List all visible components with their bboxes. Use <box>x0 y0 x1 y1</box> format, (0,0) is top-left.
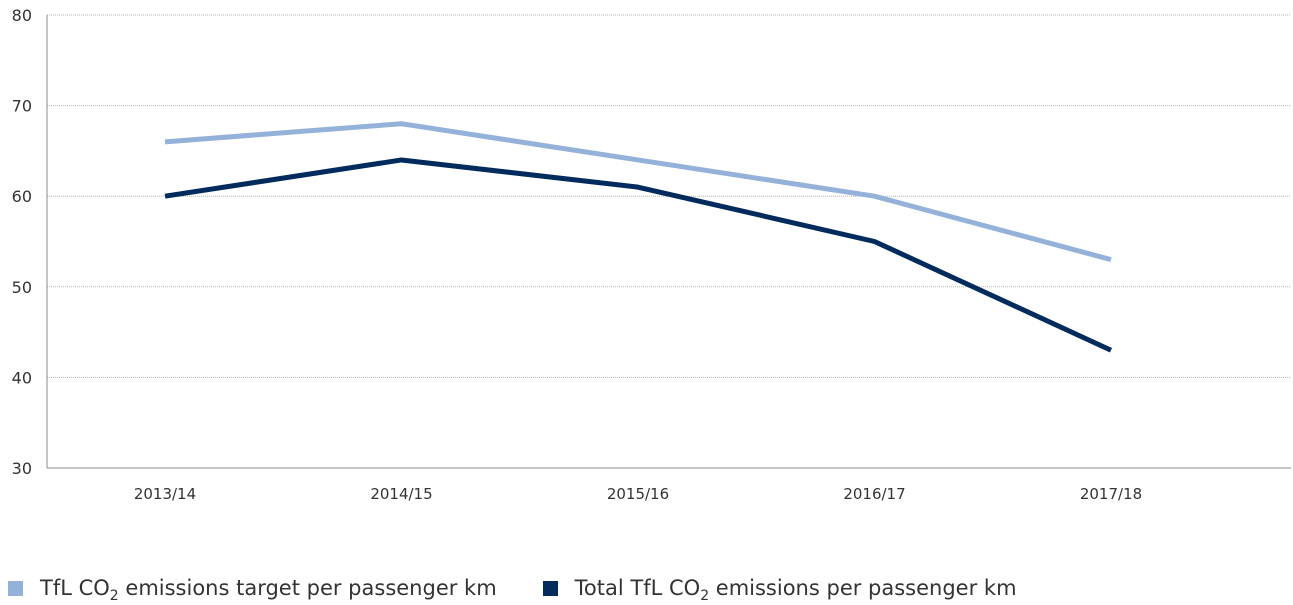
y-tick-label-40: 40 <box>12 368 32 387</box>
axes <box>46 15 1291 469</box>
legend-item-target: TfL CO2 emissions target per passenger k… <box>8 576 497 604</box>
legend: TfL CO2 emissions target per passenger k… <box>8 576 1017 604</box>
y-tick-label-70: 70 <box>12 97 32 116</box>
x-tick-labels: 2013/14 2014/15 2015/16 2016/17 2017/18 <box>134 485 1142 503</box>
legend-label-total: Total TfL CO2 emissions per passenger km <box>574 576 1017 604</box>
series-line-1 <box>164 157 1113 353</box>
y-tick-label-50: 50 <box>12 278 32 297</box>
x-tick-label-2015-16: 2015/16 <box>607 485 669 503</box>
legend-swatch-target <box>8 580 23 596</box>
x-tick-label-2016-17: 2016/17 <box>843 485 905 503</box>
legend-label-target: TfL CO2 emissions target per passenger k… <box>40 576 497 604</box>
series-lines <box>164 121 1113 353</box>
line-chart: 30 40 50 60 70 80 2013/14 2014/15 2015/16 2016/1… <box>12 6 1291 503</box>
x-tick-label-2014-15: 2014/15 <box>370 485 432 503</box>
y-tick-label-80: 80 <box>12 6 32 25</box>
y-tick-labels: 30 40 50 60 70 80 <box>12 6 32 478</box>
series-line-0 <box>164 121 1112 263</box>
x-tick-label-2017-18: 2017/18 <box>1080 485 1142 503</box>
y-tick-label-30: 30 <box>12 459 32 478</box>
legend-item-total: Total TfL CO2 emissions per passenger km <box>542 576 1017 604</box>
legend-swatch-total <box>542 580 558 596</box>
y-tick-label-60: 60 <box>12 187 32 206</box>
x-tick-label-2013-14: 2013/14 <box>134 485 196 503</box>
